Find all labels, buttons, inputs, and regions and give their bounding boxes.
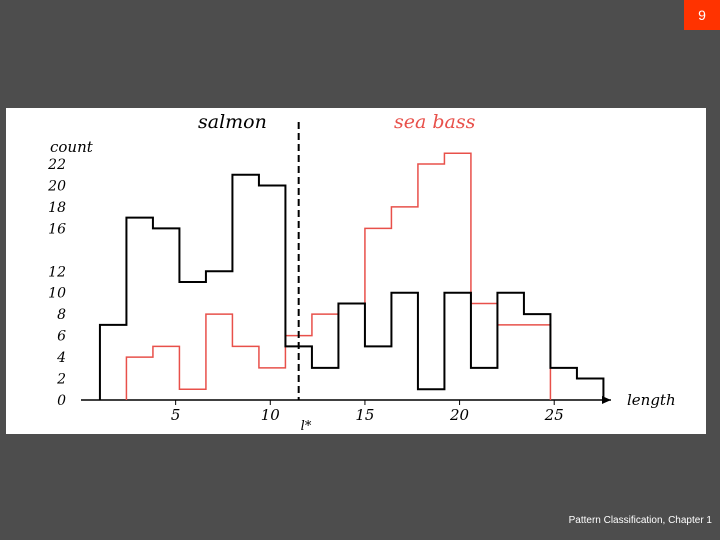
y-tick-label: 18 xyxy=(48,200,66,216)
x-tick-label: 10 xyxy=(261,406,281,424)
slide-number-badge: 9 xyxy=(684,0,720,30)
y-tick-label: 22 xyxy=(47,157,66,173)
y-tick-label: 10 xyxy=(48,286,66,302)
y-tick-label: 0 xyxy=(57,393,66,409)
series-layer xyxy=(98,122,605,400)
y-tick-label: 20 xyxy=(47,178,66,194)
axes-group xyxy=(81,396,611,405)
y-tick-label: 6 xyxy=(57,329,66,345)
y-axis-title: count xyxy=(50,138,94,156)
histogram-figure: 5 10 15 20 25 0 2 4 6 8 10 12 16 18 20 22 count length sal… xyxy=(6,108,706,434)
y-tick-label: 16 xyxy=(48,221,66,237)
x-tick-label: 20 xyxy=(449,406,470,424)
x-tick-label: 25 xyxy=(544,406,564,424)
threshold-label: l* xyxy=(301,419,312,434)
y-tick-label: 8 xyxy=(57,307,66,323)
series-label-salmon: salmon xyxy=(198,111,267,133)
y-tick-label: 12 xyxy=(48,264,66,280)
histogram-salmon xyxy=(98,173,605,400)
x-tick-label: 5 xyxy=(171,406,181,424)
y-tick-label: 4 xyxy=(56,350,66,366)
x-tick-label: 15 xyxy=(355,406,374,424)
footer-caption: Pattern Classification, Chapter 1 xyxy=(568,515,712,526)
x-axis-title: length xyxy=(627,391,676,409)
series-label-sea-bass: sea bass xyxy=(394,111,476,133)
y-tick-label: 2 xyxy=(56,372,66,388)
